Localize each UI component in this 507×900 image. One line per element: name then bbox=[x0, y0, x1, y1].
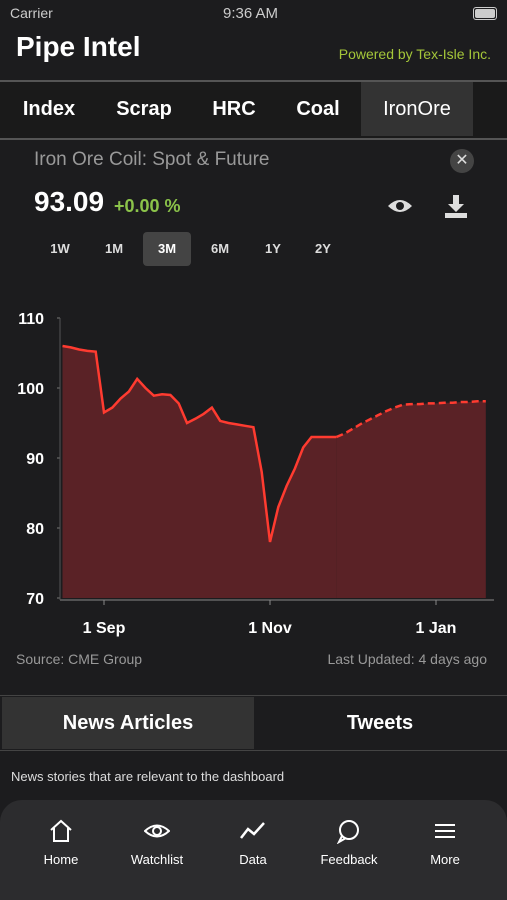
nav-label: Feedback bbox=[320, 852, 378, 867]
panel-title: Iron Ore Coil: Spot & Future bbox=[34, 149, 270, 170]
app-title: Pipe Intel bbox=[16, 31, 141, 62]
news-description: News stories that are relevant to the da… bbox=[11, 769, 285, 784]
tab[interactable]: Scrap bbox=[116, 98, 172, 120]
nav-item[interactable]: Feedback bbox=[304, 818, 394, 867]
y-tick-label: 100 bbox=[17, 381, 44, 398]
bottom-nav bbox=[0, 800, 507, 900]
clock: 9:36 AM bbox=[223, 5, 279, 22]
data-icon bbox=[240, 822, 265, 839]
download-icon[interactable] bbox=[443, 193, 469, 219]
y-tick-label: 90 bbox=[26, 451, 44, 468]
area bbox=[336, 401, 486, 598]
x-tick-label: 1 Nov bbox=[248, 620, 292, 637]
carrier: Carrier bbox=[10, 5, 53, 21]
nav-label: Home bbox=[43, 852, 79, 867]
range-button[interactable]: 6M bbox=[210, 241, 230, 256]
nav-item[interactable]: Watchlist bbox=[112, 818, 202, 867]
tab-active[interactable]: IronOre bbox=[361, 82, 473, 136]
battery bbox=[473, 7, 497, 20]
price: 93.09 bbox=[34, 186, 105, 217]
x-tick-label: 1 Sep bbox=[83, 620, 126, 637]
watch-icon[interactable] bbox=[386, 194, 414, 218]
tab[interactable]: Index bbox=[22, 98, 76, 120]
price-chart: 70 80 90 100 110 1 Sep 1 Nov 1 Jan bbox=[17, 311, 494, 637]
future-line bbox=[335, 400, 486, 439]
home-icon bbox=[50, 819, 72, 842]
feedback-icon bbox=[336, 820, 359, 844]
close-button[interactable]: ✕ bbox=[450, 149, 474, 173]
area bbox=[62, 346, 337, 598]
price-change: +0.00 % bbox=[114, 196, 181, 216]
y-tick-label: 110 bbox=[18, 311, 44, 328]
y-tick-label: 80 bbox=[26, 521, 44, 538]
nav-label: Watchlist bbox=[130, 852, 184, 867]
source: Source: CME Group bbox=[16, 651, 143, 667]
news-tab-bar bbox=[0, 695, 507, 751]
nav-label: More bbox=[430, 852, 460, 867]
eye-icon bbox=[144, 824, 170, 838]
nav-item[interactable]: Data bbox=[208, 818, 298, 867]
last-updated: Last Updated: 4 days ago bbox=[327, 651, 487, 667]
menu-icon bbox=[435, 824, 455, 838]
nav-label: Data bbox=[239, 852, 267, 867]
news-tab-active[interactable]: News Articles bbox=[2, 697, 254, 749]
x-tick-label: 1 Jan bbox=[416, 620, 457, 637]
y-tick-label: 70 bbox=[26, 591, 44, 608]
nav-item[interactable]: Home bbox=[16, 818, 106, 867]
news-tab[interactable]: Tweets bbox=[346, 712, 414, 734]
tab[interactable]: HRC bbox=[212, 98, 256, 120]
range-button[interactable]: 1M bbox=[104, 241, 124, 256]
spot-line bbox=[62, 344, 337, 543]
range-button[interactable]: 2Y bbox=[315, 241, 331, 256]
range-button-active[interactable]: 3M bbox=[143, 232, 191, 266]
tab[interactable]: Coal bbox=[296, 98, 340, 120]
nav-item[interactable]: More bbox=[400, 818, 490, 867]
range-button[interactable]: 1W bbox=[50, 241, 70, 256]
powered-by: Powered by Tex-Isle Inc. bbox=[338, 46, 491, 62]
range-button[interactable]: 1Y bbox=[265, 241, 281, 256]
